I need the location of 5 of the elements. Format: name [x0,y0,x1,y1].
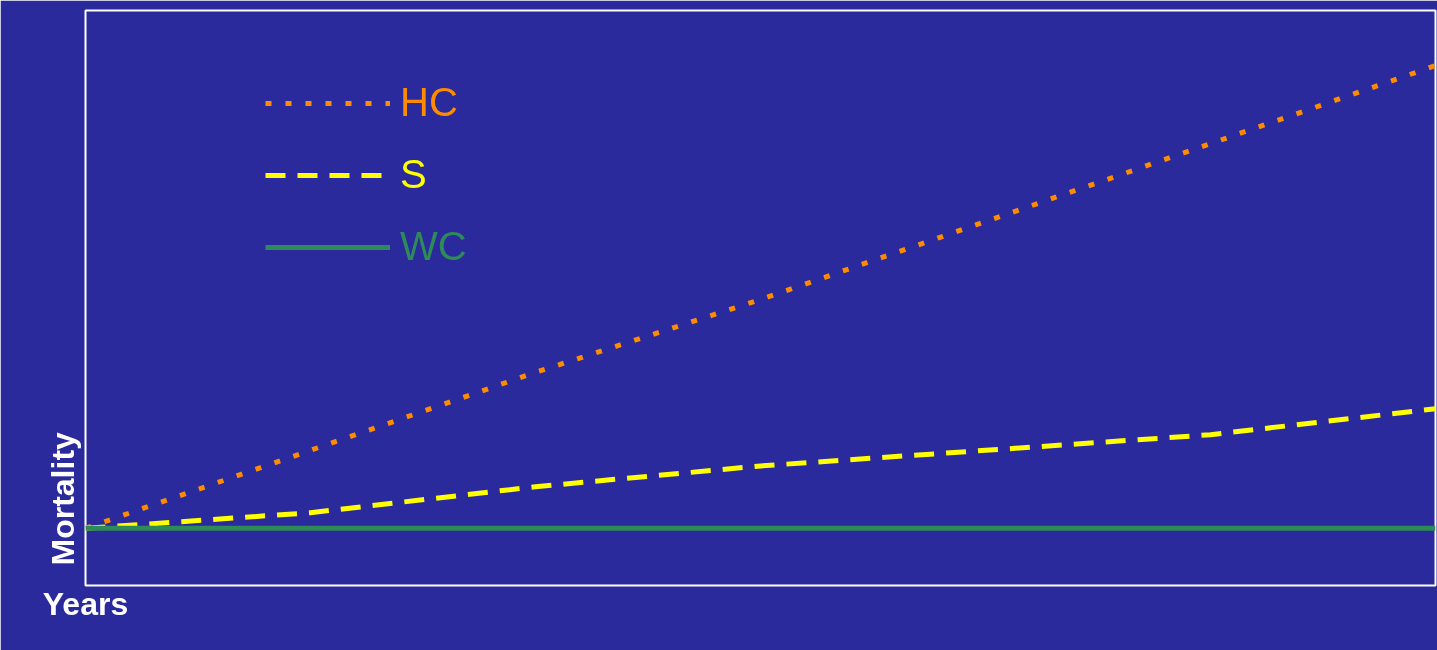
legend-label: HC [400,80,458,125]
legend-label: WC [400,224,467,269]
legend-label: S [400,152,427,197]
y-axis-title: Mortality [44,431,81,566]
x-axis-title: Years [42,585,129,622]
